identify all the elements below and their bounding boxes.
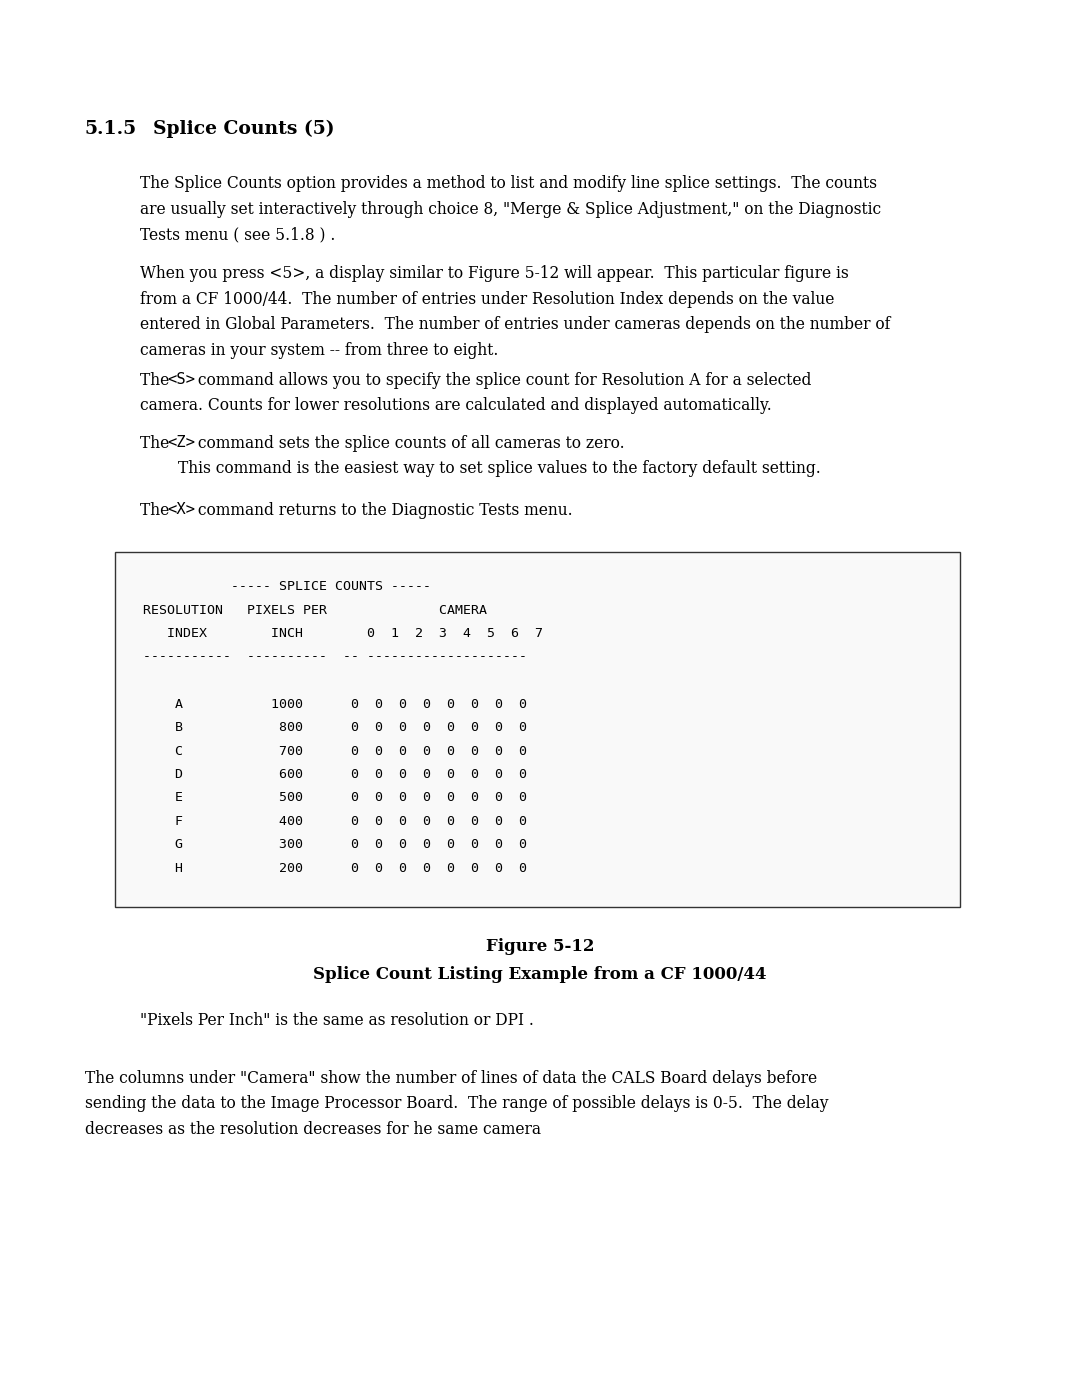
Bar xyxy=(114,552,960,907)
Text: Figure 5-12: Figure 5-12 xyxy=(486,937,594,956)
Text: H            200      0  0  0  0  0  0  0  0: H 200 0 0 0 0 0 0 0 0 xyxy=(143,862,527,875)
Text: entered in Global Parameters.  The number of entries under cameras depends on th: entered in Global Parameters. The number… xyxy=(140,316,890,332)
Text: D            600      0  0  0  0  0  0  0  0: D 600 0 0 0 0 0 0 0 0 xyxy=(143,768,527,781)
Text: sending the data to the Image Processor Board.  The range of possible delays is : sending the data to the Image Processor … xyxy=(85,1095,828,1112)
Text: C            700      0  0  0  0  0  0  0  0: C 700 0 0 0 0 0 0 0 0 xyxy=(143,745,527,757)
Text: command returns to the Diagnostic Tests menu.: command returns to the Diagnostic Tests … xyxy=(193,502,572,520)
Text: This command is the easiest way to set splice values to the factory default sett: This command is the easiest way to set s… xyxy=(178,461,821,478)
Text: The: The xyxy=(140,372,174,388)
Text: The: The xyxy=(140,434,174,453)
Text: command allows you to specify the splice count for Resolution A for a selected: command allows you to specify the splice… xyxy=(193,372,811,388)
Text: F            400      0  0  0  0  0  0  0  0: F 400 0 0 0 0 0 0 0 0 xyxy=(143,814,527,828)
Text: decreases as the resolution decreases for he same camera: decreases as the resolution decreases fo… xyxy=(85,1120,541,1139)
Text: When you press <5>, a display similar to Figure 5-12 will appear.  This particul: When you press <5>, a display similar to… xyxy=(140,265,849,282)
Text: <Z>: <Z> xyxy=(167,434,195,450)
Text: 5.1.5: 5.1.5 xyxy=(85,120,137,138)
Text: E            500      0  0  0  0  0  0  0  0: E 500 0 0 0 0 0 0 0 0 xyxy=(143,792,527,805)
Text: ----- SPLICE COUNTS -----: ----- SPLICE COUNTS ----- xyxy=(143,580,431,592)
Text: The columns under "Camera" show the number of lines of data the CALS Board delay: The columns under "Camera" show the numb… xyxy=(85,1070,818,1087)
Text: The Splice Counts option provides a method to list and modify line splice settin: The Splice Counts option provides a meth… xyxy=(140,175,877,191)
Text: INDEX        INCH        0  1  2  3  4  5  6  7: INDEX INCH 0 1 2 3 4 5 6 7 xyxy=(143,627,543,640)
Text: Splice Counts (5): Splice Counts (5) xyxy=(153,120,335,138)
Text: "Pixels Per Inch" is the same as resolution or DPI .: "Pixels Per Inch" is the same as resolut… xyxy=(140,1011,534,1030)
Text: command sets the splice counts of all cameras to zero.: command sets the splice counts of all ca… xyxy=(193,434,624,453)
Text: Splice Count Listing Example from a CF 1000/44: Splice Count Listing Example from a CF 1… xyxy=(313,965,767,983)
Text: from a CF 1000/44.  The number of entries under Resolution Index depends on the : from a CF 1000/44. The number of entries… xyxy=(140,291,835,307)
Text: RESOLUTION   PIXELS PER              CAMERA: RESOLUTION PIXELS PER CAMERA xyxy=(143,604,487,616)
Text: <X>: <X> xyxy=(167,502,195,517)
Text: B            800      0  0  0  0  0  0  0  0: B 800 0 0 0 0 0 0 0 0 xyxy=(143,721,527,733)
Text: G            300      0  0  0  0  0  0  0  0: G 300 0 0 0 0 0 0 0 0 xyxy=(143,838,527,852)
Text: The: The xyxy=(140,502,174,520)
Text: camera. Counts for lower resolutions are calculated and displayed automatically.: camera. Counts for lower resolutions are… xyxy=(140,398,772,415)
Text: are usually set interactively through choice 8, "Merge & Splice Adjustment," on : are usually set interactively through ch… xyxy=(140,201,881,218)
Text: Tests menu ( see 5.1.8 ) .: Tests menu ( see 5.1.8 ) . xyxy=(140,226,336,243)
Text: -----------  ----------  -- --------------------: ----------- ---------- -- --------------… xyxy=(143,651,527,664)
Text: A           1000      0  0  0  0  0  0  0  0: A 1000 0 0 0 0 0 0 0 0 xyxy=(143,697,527,711)
Text: <S>: <S> xyxy=(167,372,195,387)
Text: cameras in your system -- from three to eight.: cameras in your system -- from three to … xyxy=(140,341,498,359)
